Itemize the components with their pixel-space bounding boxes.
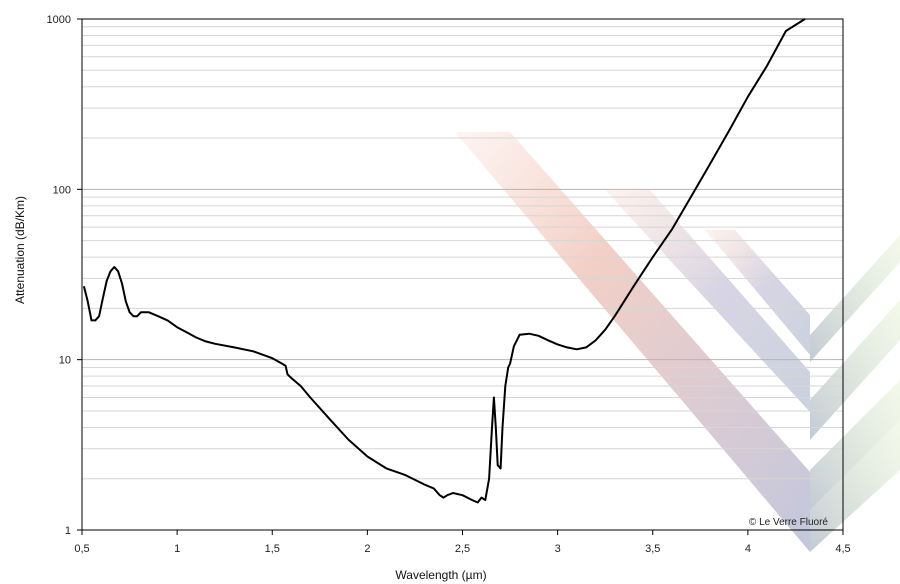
grid-lines [82,26,843,480]
x-tick-label: 3 [555,543,561,555]
y-tick-label: 10 [59,355,71,367]
x-tick-label: 4,5 [835,543,850,555]
watermark-logo [455,132,900,552]
y-tick-label: 100 [53,184,71,196]
x-tick-label: 4 [745,543,751,555]
x-axis-title: Wavelength (µm) [395,568,486,582]
y-axis-title: Attenuation (dB/Km) [13,196,27,304]
copyright-credit: © Le Verre Fluoré [749,517,829,528]
y-axis: 1 10 100 1000 [47,14,82,537]
x-tick-label: 2 [364,543,370,555]
y-tick-label: 1000 [47,14,71,26]
x-tick-label: 1,5 [265,543,280,555]
x-tick-label: 0,5 [74,543,89,555]
x-tick-label: 2,5 [455,543,470,555]
series-line-attenuation [82,18,806,504]
x-tick-label: 1 [174,543,180,555]
x-tick-label: 3,5 [645,543,660,555]
y-tick-label: 1 [65,525,71,537]
x-axis: 0,5 1 1,5 2 2,5 3 3,5 4 4,5 [74,530,851,555]
